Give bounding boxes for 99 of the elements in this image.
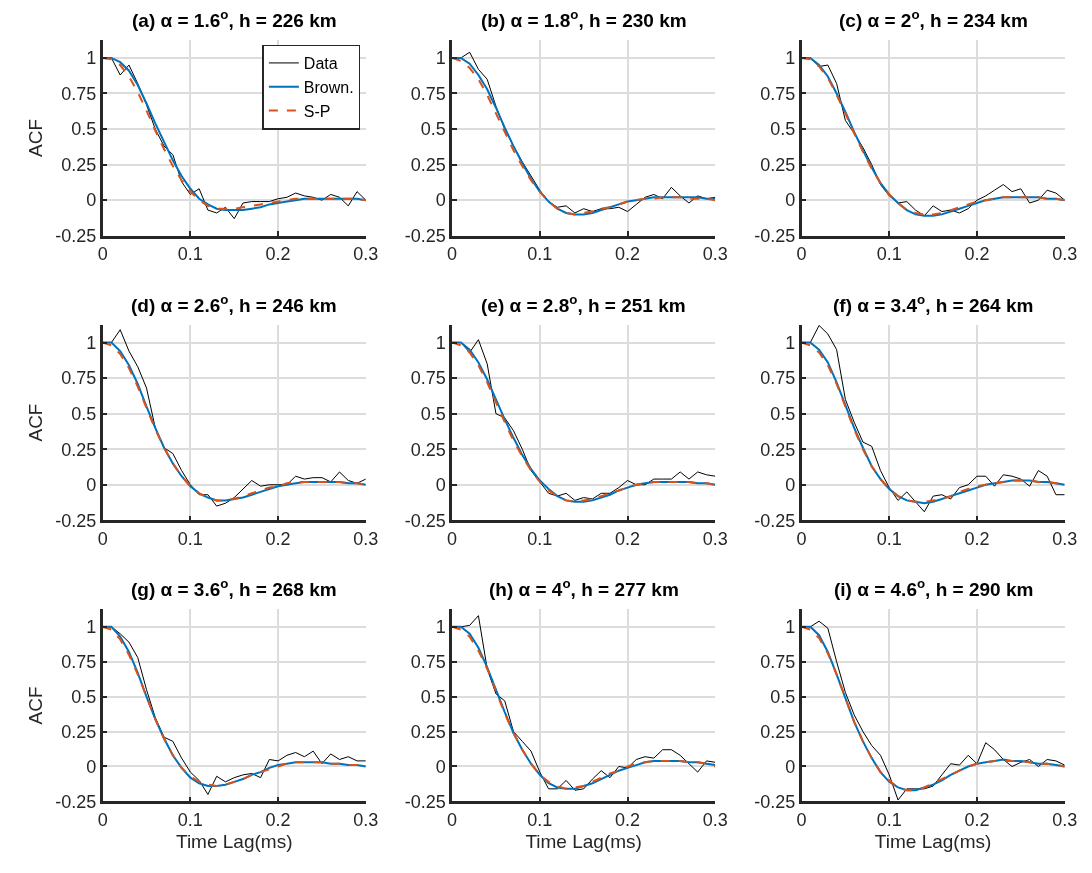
y-tick-label: 0 xyxy=(785,475,796,496)
y-tick-label: 0.25 xyxy=(61,439,97,460)
x-tick-label: 0.1 xyxy=(527,244,553,265)
y-tick-label: 1 xyxy=(785,332,796,353)
y-tick-label: 1 xyxy=(435,48,446,69)
x-tick-label: 0.3 xyxy=(702,244,728,265)
x-tick-label: 0.3 xyxy=(702,528,728,549)
y-tick-label: 0 xyxy=(435,756,446,777)
x-tick-label: 0.1 xyxy=(527,528,553,549)
x-tick-label: 0.3 xyxy=(1052,528,1078,549)
y-tick-label: 0.75 xyxy=(410,83,446,104)
y-tick-label: 0.5 xyxy=(770,686,796,707)
x-tick-label: 0.3 xyxy=(353,809,379,830)
y-axis-title: ACF xyxy=(25,118,47,157)
x-tick-label: 0.1 xyxy=(876,809,902,830)
x-tick-label: 0.2 xyxy=(265,528,291,549)
chart-title: (c) α = 2$^{o}$, h = 234 km xyxy=(839,7,1028,31)
y-tick-label: 0.75 xyxy=(61,368,97,389)
y-tick-label: 1 xyxy=(86,332,97,353)
y-tick-label: 1 xyxy=(785,48,796,69)
y-tick-label: -0.25 xyxy=(754,510,796,531)
y-tick-label: 0.25 xyxy=(410,439,446,460)
y-tick-label: 0.25 xyxy=(760,154,796,175)
y-tick-label: -0.25 xyxy=(55,510,97,531)
chart-title: (d) α = 2.6$^{o}$, h = 246 km xyxy=(131,292,337,316)
y-tick-label: 0.25 xyxy=(61,721,97,742)
y-tick-label: 1 xyxy=(86,48,97,69)
y-tick-label: 0 xyxy=(86,190,97,211)
chart-title: (a) α = 1.6$^{o}$, h = 226 km xyxy=(132,7,337,31)
x-tick-label: 0.3 xyxy=(353,244,379,265)
x-tick-label: 0.3 xyxy=(702,809,728,830)
y-tick-label: 0.75 xyxy=(760,652,796,673)
y-tick-label: -0.25 xyxy=(55,791,97,812)
y-tick-label: 1 xyxy=(785,617,796,638)
chart-title: (g) α = 3.6$^{o}$, h = 268 km xyxy=(131,576,337,600)
y-tick-label: 0.5 xyxy=(770,119,796,140)
x-axis-title: Time Lag(ms) xyxy=(525,830,642,852)
y-tick-label: 0.75 xyxy=(410,368,446,389)
y-tick-label: 0.5 xyxy=(71,403,97,424)
x-tick-label: 0.1 xyxy=(876,244,902,265)
y-tick-label: 0.5 xyxy=(71,686,97,707)
x-tick-label: 0.2 xyxy=(265,244,291,265)
y-tick-label: 0 xyxy=(435,190,446,211)
chart-title: (h) α = 4$^{o}$, h = 277 km xyxy=(489,576,679,600)
x-tick-label: 0.1 xyxy=(177,528,203,549)
y-tick-label: 0.5 xyxy=(420,686,446,707)
y-tick-label: 0.5 xyxy=(770,403,796,424)
y-tick-label: 0.5 xyxy=(420,403,446,424)
chart-title: (i) α = 4.6$^{o}$, h = 290 km xyxy=(834,576,1034,600)
y-tick-label: 1 xyxy=(435,332,446,353)
x-tick-label: 0.1 xyxy=(876,528,902,549)
y-tick-label: -0.25 xyxy=(404,510,446,531)
x-tick-label: 0.2 xyxy=(615,244,641,265)
y-tick-label: 1 xyxy=(435,617,446,638)
y-tick-label: -0.25 xyxy=(754,226,796,247)
y-tick-label: 0.5 xyxy=(420,119,446,140)
legend-label: S-P xyxy=(303,102,331,120)
x-tick-label: 0.2 xyxy=(265,809,291,830)
y-axis-title: ACF xyxy=(25,686,47,725)
x-tick-label: 0.2 xyxy=(964,528,990,549)
y-tick-label: -0.25 xyxy=(754,791,796,812)
chart-title: (b) α = 1.8$^{o}$, h = 230 km xyxy=(481,7,687,31)
x-axis-title: Time Lag(ms) xyxy=(874,830,992,852)
y-tick-label: 0.75 xyxy=(61,652,97,673)
y-tick-label: 0.5 xyxy=(71,119,97,140)
y-tick-label: 0 xyxy=(785,190,796,211)
y-tick-label: -0.25 xyxy=(404,226,446,247)
x-tick-label: 0.2 xyxy=(964,244,990,265)
x-tick-label: 0.1 xyxy=(527,809,553,830)
chart-title: (e) α = 2.8$^{o}$, h = 251 km xyxy=(481,292,686,316)
y-tick-label: 0 xyxy=(435,475,446,496)
x-tick-label: 0.2 xyxy=(615,528,641,549)
x-tick-label: 0.1 xyxy=(177,809,203,830)
y-tick-label: 0.25 xyxy=(760,439,796,460)
y-tick-label: 0.25 xyxy=(61,154,97,175)
x-tick-label: 0.3 xyxy=(353,528,379,549)
y-tick-label: 0.75 xyxy=(61,83,97,104)
y-tick-label: 0.25 xyxy=(410,154,446,175)
chart-title: (f) α = 3.4$^{o}$, h = 264 km xyxy=(833,292,1034,316)
legend-label: Brown. xyxy=(303,78,354,96)
y-tick-label: -0.25 xyxy=(55,226,97,247)
y-tick-label: 0 xyxy=(86,475,97,496)
y-tick-label: -0.25 xyxy=(404,791,446,812)
x-tick-label: 0.2 xyxy=(964,809,990,830)
legend-label: Data xyxy=(303,55,338,73)
y-tick-label: 1 xyxy=(86,617,97,638)
x-tick-label: 0.2 xyxy=(615,809,641,830)
x-axis-title: Time Lag(ms) xyxy=(175,830,293,852)
y-tick-label: 0.75 xyxy=(760,83,796,104)
y-axis-title: ACF xyxy=(25,403,47,442)
y-tick-label: 0.75 xyxy=(410,652,446,673)
y-tick-label: 0.25 xyxy=(760,721,796,742)
y-tick-label: 0 xyxy=(86,756,97,777)
y-tick-label: 0.25 xyxy=(410,721,446,742)
y-tick-label: 0.75 xyxy=(760,368,796,389)
x-tick-label: 0.1 xyxy=(177,244,203,265)
y-tick-label: 0 xyxy=(785,756,796,777)
x-tick-label: 0.3 xyxy=(1052,244,1078,265)
x-tick-label: 0.3 xyxy=(1052,809,1078,830)
